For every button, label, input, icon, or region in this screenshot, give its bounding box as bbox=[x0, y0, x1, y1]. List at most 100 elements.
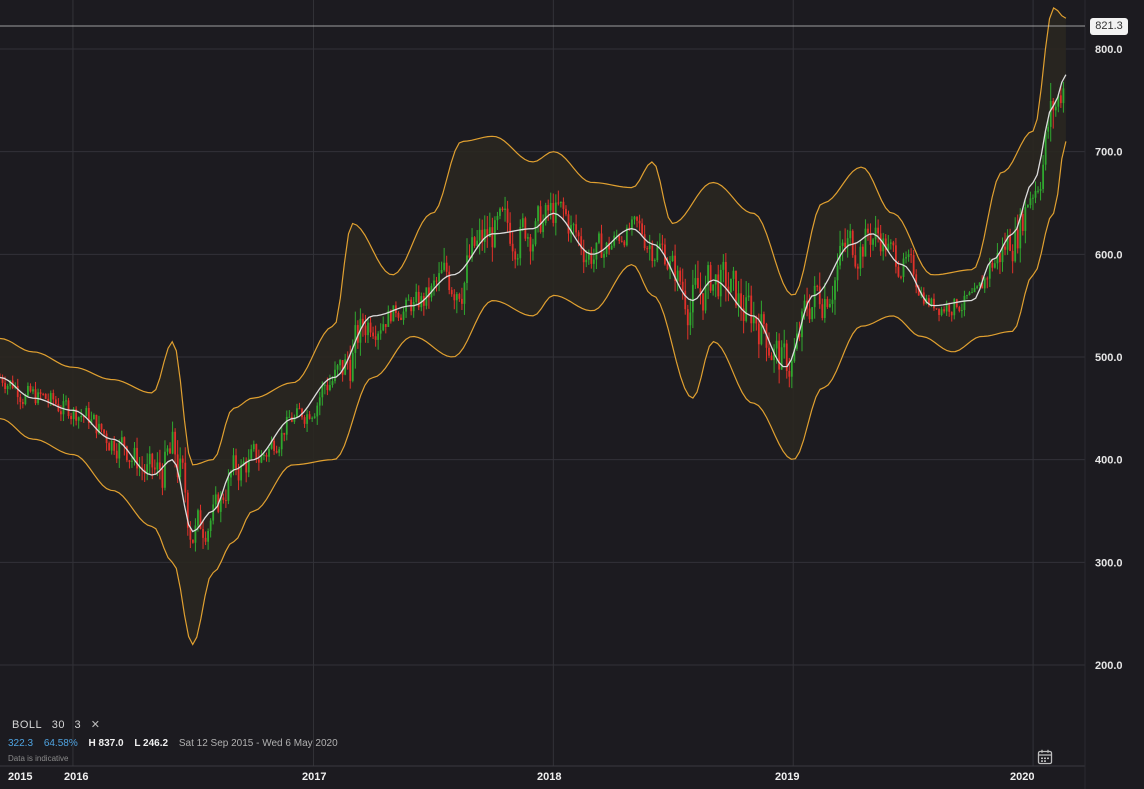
x-tick-label: 2015 bbox=[8, 771, 32, 783]
candle-body bbox=[501, 208, 504, 210]
x-tick-label: 2017 bbox=[302, 771, 326, 783]
candle-body bbox=[849, 230, 852, 239]
candle-body bbox=[643, 234, 646, 249]
change-value: 322.3 bbox=[8, 738, 34, 749]
candle-body bbox=[732, 270, 735, 279]
candle-body bbox=[488, 227, 491, 238]
candle-body bbox=[587, 252, 590, 260]
candle-body bbox=[113, 440, 116, 451]
candle-body bbox=[422, 296, 425, 306]
candle-body bbox=[176, 454, 179, 478]
candle-body bbox=[306, 414, 308, 424]
candle-body bbox=[963, 295, 966, 311]
candle-body bbox=[49, 393, 52, 403]
candle-body bbox=[476, 240, 479, 246]
candle-body bbox=[207, 530, 210, 542]
candle-body bbox=[547, 205, 550, 211]
calendar-icon[interactable] bbox=[1037, 749, 1053, 765]
candle-body bbox=[778, 340, 781, 370]
candle-body bbox=[298, 408, 301, 410]
candle-body bbox=[877, 227, 880, 234]
candle-body bbox=[1001, 246, 1004, 263]
candle-body bbox=[98, 423, 100, 434]
candle-body bbox=[412, 302, 415, 312]
candle-body bbox=[235, 455, 237, 469]
candle-body bbox=[321, 385, 324, 398]
candle-body bbox=[339, 360, 341, 366]
candle-body bbox=[656, 247, 659, 261]
y-tick-label: 600.0 bbox=[1095, 249, 1123, 261]
candle-body bbox=[285, 416, 288, 435]
candle-body bbox=[247, 458, 250, 473]
candle-body bbox=[516, 258, 519, 260]
candle-body bbox=[433, 280, 435, 286]
candle-body bbox=[679, 270, 682, 282]
candle-body bbox=[1037, 190, 1039, 192]
candle-body bbox=[161, 469, 164, 488]
candle-body bbox=[415, 291, 418, 303]
candle-body bbox=[303, 417, 306, 424]
candle-body bbox=[742, 308, 745, 321]
candle-body bbox=[260, 455, 263, 463]
candle-body bbox=[712, 284, 715, 291]
candle-body bbox=[377, 333, 380, 340]
candle-body bbox=[93, 414, 95, 420]
candle-body bbox=[351, 352, 354, 381]
candle-body bbox=[836, 265, 839, 281]
remove-indicator-button[interactable]: ✕ bbox=[90, 719, 101, 731]
candle-body bbox=[628, 227, 631, 229]
candle-body bbox=[648, 245, 651, 250]
candle-body bbox=[156, 462, 159, 470]
candle-body bbox=[894, 245, 897, 267]
candle-body bbox=[991, 262, 994, 268]
candle-body bbox=[16, 385, 19, 398]
candle-body bbox=[971, 292, 973, 294]
candle-body bbox=[874, 227, 877, 240]
candle-body bbox=[466, 255, 468, 283]
candle-body bbox=[212, 504, 215, 521]
middle-band-line bbox=[0, 74, 1067, 533]
candle-body bbox=[514, 251, 517, 260]
candle-body bbox=[542, 223, 545, 233]
candle-body bbox=[862, 246, 864, 257]
candle-body bbox=[164, 451, 166, 488]
candle-body bbox=[136, 447, 138, 469]
candle-body bbox=[912, 255, 915, 275]
candle-body bbox=[996, 253, 999, 264]
candle-body bbox=[524, 218, 527, 239]
candle-body bbox=[600, 233, 603, 258]
candle-body bbox=[85, 407, 88, 417]
candle-body bbox=[1042, 164, 1045, 190]
candle-body bbox=[750, 295, 753, 324]
candle-body bbox=[323, 384, 326, 386]
candle-body bbox=[27, 385, 29, 396]
candle-body bbox=[62, 401, 65, 415]
candle-body bbox=[717, 274, 720, 297]
candle-body bbox=[369, 322, 372, 333]
candle-body bbox=[763, 314, 765, 324]
candle-body bbox=[179, 458, 182, 478]
candle-body bbox=[461, 298, 463, 304]
candle-body bbox=[308, 414, 311, 419]
candle-body bbox=[270, 440, 273, 449]
candle-body bbox=[986, 278, 989, 280]
candle-body bbox=[818, 286, 821, 305]
candle-body bbox=[603, 253, 605, 258]
candle-body bbox=[387, 310, 390, 327]
indicator-period: 30 bbox=[51, 719, 65, 731]
candle-body bbox=[983, 278, 986, 289]
candle-body bbox=[237, 468, 240, 481]
candle-body bbox=[755, 316, 758, 324]
candle-body bbox=[544, 205, 547, 224]
candle-body bbox=[747, 295, 750, 298]
candle-body bbox=[801, 311, 803, 338]
candle-body bbox=[471, 237, 473, 258]
candle-body bbox=[417, 291, 420, 308]
candle-body bbox=[263, 454, 265, 456]
candle-body bbox=[615, 235, 618, 237]
candle-body bbox=[148, 453, 151, 465]
candle-body bbox=[768, 347, 770, 356]
candle-body bbox=[21, 401, 24, 405]
candle-body bbox=[47, 398, 50, 403]
